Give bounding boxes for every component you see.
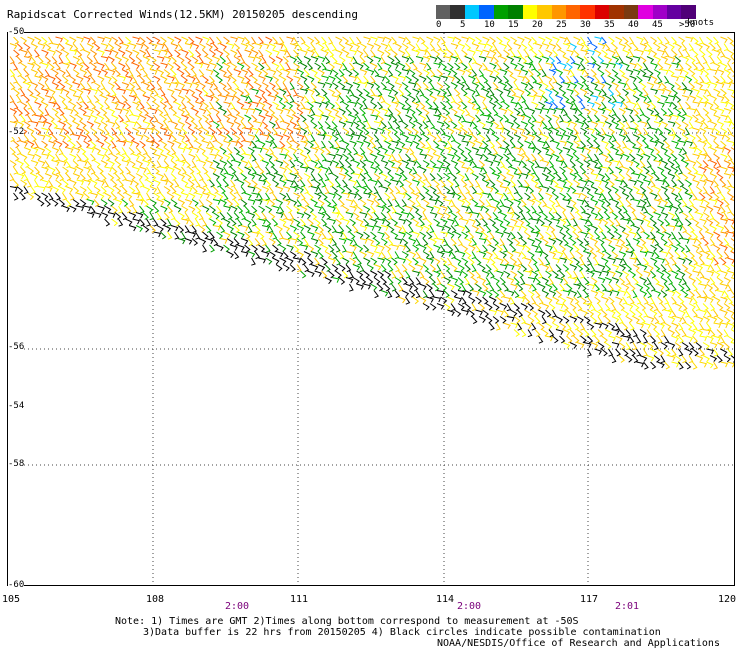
wind-barb-group (9, 36, 734, 266)
scale-swatch (551, 5, 566, 19)
scale-swatch (667, 5, 682, 19)
lat-label: -60 (8, 580, 25, 590)
wind-speed-color-scale: 0 5 10 15 20 25 30 35 40 45 >50 (436, 5, 696, 33)
lat-label: -58 (8, 459, 25, 469)
lat-label: -50 (8, 27, 25, 37)
scale-swatch (508, 5, 523, 19)
scale-unit: knots (687, 18, 715, 28)
wind-barb-group (545, 36, 624, 109)
scale-label: 20 (532, 20, 543, 30)
scale-swatch (580, 5, 595, 19)
credit-line: NOAA/NESDIS/Office of Research and Appli… (437, 638, 720, 649)
scale-swatch (638, 5, 653, 19)
scale-swatch (493, 5, 509, 19)
lon-label: 114 (436, 594, 455, 605)
scale-swatch (681, 5, 696, 19)
lon-label: 108 (146, 594, 165, 605)
scale-swatch (436, 5, 451, 19)
scale-label: 0 (436, 20, 442, 30)
lat-label: -52 (8, 127, 25, 137)
color-scale-labels: 0 5 10 15 20 25 30 35 40 45 >50 (436, 19, 696, 31)
scale-label: 10 (484, 20, 495, 30)
time-label: 2:01 (615, 601, 640, 612)
scale-label: 30 (580, 20, 591, 30)
scale-label: >50 (679, 20, 696, 30)
scale-swatch (594, 5, 610, 19)
lon-label: 105 (2, 594, 21, 605)
scale-swatch (652, 5, 667, 19)
scale-label: 15 (508, 20, 519, 30)
wind-barb-group (9, 36, 734, 370)
map-title: Rapidscat Corrected Winds(12.5KM) 201502… (7, 8, 358, 21)
wind-barb-group (107, 56, 694, 299)
scale-swatch (450, 5, 465, 19)
scale-swatch (479, 5, 494, 19)
wind-barb-canvas (8, 33, 734, 585)
scale-swatch (565, 5, 581, 19)
time-label: 2:00 (457, 601, 482, 612)
scale-label: 5 (460, 20, 466, 30)
scale-swatch (522, 5, 538, 19)
scale-swatch (609, 5, 624, 19)
wind-barbs (9, 36, 734, 370)
scale-label: 25 (556, 20, 567, 30)
wind-barb-group (545, 36, 607, 110)
color-scale-bar (436, 5, 696, 19)
wind-barb-group (9, 36, 734, 260)
wind-barb-group (9, 186, 734, 370)
lon-label: 111 (290, 594, 309, 605)
lat-label: -56 (8, 342, 25, 352)
lon-label: 120 (718, 594, 737, 605)
lat-lon-grid (8, 33, 734, 585)
note-line-2: 3)Data buffer is 22 hrs from 20150205 4)… (143, 627, 661, 638)
lon-label: 117 (580, 594, 599, 605)
scale-swatch (464, 5, 480, 19)
scale-label: 35 (604, 20, 615, 30)
time-label: 2:00 (225, 601, 250, 612)
wind-barb-group (100, 56, 693, 299)
scale-swatch (623, 5, 639, 19)
scale-label: 40 (628, 20, 639, 30)
wind-barb-map (7, 32, 735, 586)
lat-label: -54 (8, 401, 25, 411)
wind-barb-group (9, 36, 734, 370)
wind-barb-group (9, 36, 734, 369)
scale-label: 45 (652, 20, 663, 30)
scale-swatch (537, 5, 552, 19)
note-line-1: Note: 1) Times are GMT 2)Times along bot… (115, 616, 579, 627)
wind-barb-group (86, 56, 693, 299)
